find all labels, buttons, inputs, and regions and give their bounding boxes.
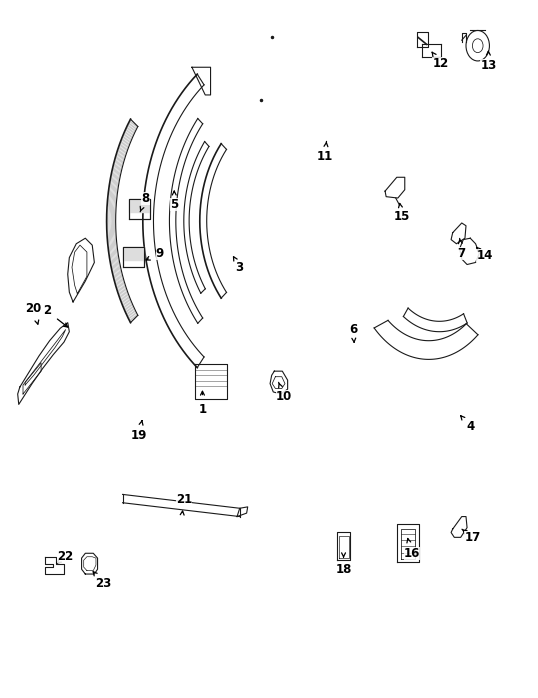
Text: 16: 16 [404,547,420,560]
Text: 13: 13 [480,59,497,72]
Text: 6: 6 [349,323,357,336]
Text: 4: 4 [466,420,475,433]
Text: 23: 23 [95,577,111,590]
Text: 10: 10 [276,389,292,403]
Text: 21: 21 [176,493,192,507]
Text: 1: 1 [199,403,207,417]
Text: 12: 12 [433,57,449,70]
Text: 17: 17 [464,531,480,544]
Polygon shape [130,200,150,212]
Text: 14: 14 [477,249,493,262]
Text: 2: 2 [43,304,51,318]
Text: 19: 19 [130,429,147,442]
Text: 18: 18 [335,563,352,576]
Text: 11: 11 [317,150,333,163]
FancyBboxPatch shape [130,200,150,218]
Text: 9: 9 [155,247,164,260]
Polygon shape [123,246,144,260]
Text: 5: 5 [170,198,179,211]
Text: 15: 15 [394,209,410,223]
Text: 8: 8 [141,191,150,205]
Text: 22: 22 [58,550,74,563]
Text: 3: 3 [236,261,244,274]
Text: 7: 7 [458,247,466,260]
Text: 20: 20 [25,302,42,315]
FancyBboxPatch shape [123,246,144,267]
